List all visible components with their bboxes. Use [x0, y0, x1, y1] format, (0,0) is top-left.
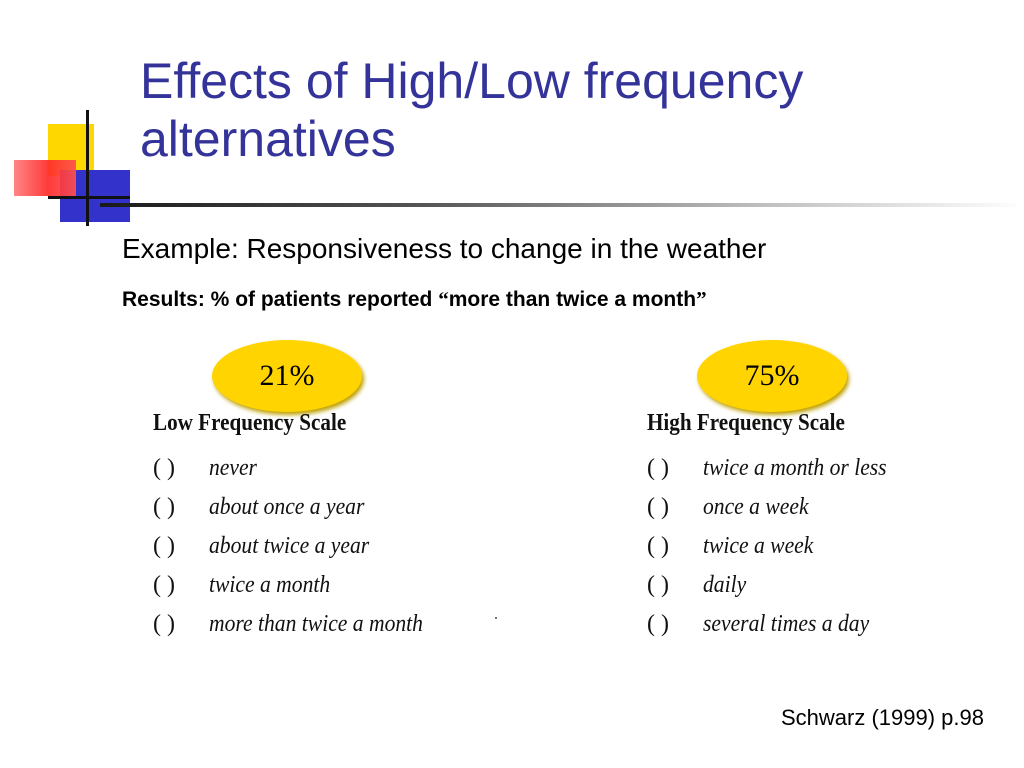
- checkbox-parens: ( ): [647, 533, 669, 559]
- option-label: once a week: [703, 494, 809, 520]
- checkbox-parens: ( ): [647, 494, 669, 520]
- results-text: Results: % of patients reported “more th…: [122, 287, 707, 312]
- low-frequency-scale: Low Frequency Scale ( ) never ( ) about on…: [153, 410, 493, 644]
- citation: Schwarz (1999) p.98: [781, 705, 984, 730]
- results-quote-text: more than twice a month: [448, 288, 697, 311]
- low-scale-percent-badge: 21%: [212, 340, 362, 412]
- high-scale-option: ( ) twice a week: [647, 527, 987, 566]
- checkbox-parens: ( ): [647, 611, 669, 637]
- decor-vertical-line: [86, 110, 89, 226]
- low-scale-option: ( ) about twice a year: [153, 527, 493, 566]
- checkbox-parens: ( ): [647, 455, 669, 481]
- results-quote-open: “: [438, 287, 449, 311]
- low-scale-option: ( ) twice a month: [153, 566, 493, 605]
- option-label: never: [209, 455, 257, 481]
- decor-horizontal-line: [48, 196, 130, 199]
- low-scale-option: ( ) about once a year: [153, 488, 493, 527]
- low-scale-option: ( ) never: [153, 449, 493, 488]
- decor-red-square: [14, 160, 76, 196]
- option-label: about twice a year: [209, 533, 370, 559]
- option-label: twice a month or less: [703, 455, 887, 481]
- high-frequency-scale: High Frequency Scale ( ) twice a month or…: [647, 410, 987, 644]
- option-label: more than twice a month: [209, 611, 423, 637]
- high-scale-option: ( ) twice a month or less: [647, 449, 987, 488]
- option-label: several times a day: [703, 611, 870, 637]
- option-label: twice a week: [703, 533, 814, 559]
- checkbox-parens: ( ): [153, 572, 175, 598]
- results-quote-close: ”: [696, 287, 707, 311]
- title-underline-rule: [100, 203, 1024, 207]
- option-label: about once a year: [209, 494, 365, 520]
- stray-dot: [495, 617, 497, 619]
- checkbox-parens: ( ): [153, 611, 175, 637]
- checkbox-parens: ( ): [153, 455, 175, 481]
- high-scale-percent-badge: 75%: [697, 340, 847, 412]
- checkbox-parens: ( ): [153, 533, 175, 559]
- results-prefix: Results: % of patients reported: [122, 288, 439, 311]
- low-scale-title: Low Frequency Scale: [153, 410, 347, 436]
- checkbox-parens: ( ): [647, 572, 669, 598]
- low-scale-option: ( ) more than twice a month: [153, 605, 493, 644]
- slide-title: Effects of High/Low frequency alternativ…: [140, 53, 804, 167]
- option-label: twice a month: [209, 572, 331, 598]
- checkbox-parens: ( ): [153, 494, 175, 520]
- example-text: Example: Responsiveness to change in the…: [122, 233, 767, 264]
- high-scale-title: High Frequency Scale: [647, 410, 845, 436]
- high-scale-option: ( ) once a week: [647, 488, 987, 527]
- high-scale-option: ( ) daily: [647, 566, 987, 605]
- high-scale-option: ( ) several times a day: [647, 605, 987, 644]
- option-label: daily: [703, 572, 747, 598]
